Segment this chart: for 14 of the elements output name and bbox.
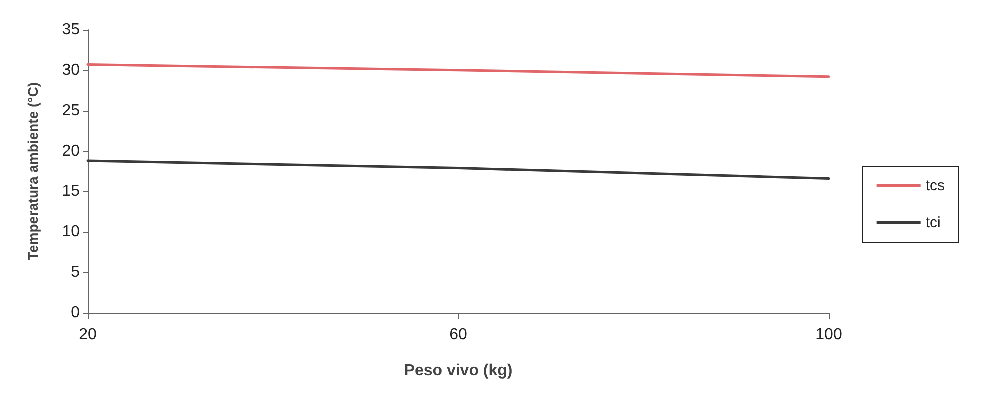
y-tick-label: 0 bbox=[71, 304, 80, 322]
x-axis-title: Peso vivo (kg) bbox=[404, 362, 513, 380]
y-tick-label: 10 bbox=[62, 224, 80, 241]
y-tick-label: 30 bbox=[62, 62, 80, 79]
y-tick-label: 25 bbox=[62, 102, 80, 120]
y-tick-label: 20 bbox=[62, 142, 80, 160]
x-tick-label: 100 bbox=[816, 326, 842, 344]
y-tick-label: 35 bbox=[62, 22, 80, 38]
legend-label: tci bbox=[926, 214, 941, 232]
y-tick-label: 15 bbox=[62, 183, 80, 200]
legend-label: tcs bbox=[926, 178, 946, 194]
y-tick-label: 5 bbox=[71, 264, 80, 282]
y-axis-title: Temperatura ambiente (°C) bbox=[25, 82, 41, 261]
x-tick-label: 60 bbox=[450, 326, 468, 344]
